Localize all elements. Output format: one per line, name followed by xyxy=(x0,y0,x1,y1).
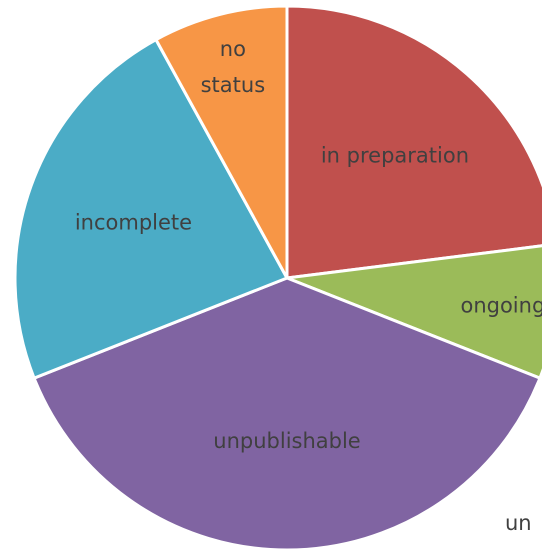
annotation: un xyxy=(505,511,532,535)
pie-slice xyxy=(13,37,290,381)
pie-slice xyxy=(285,4,542,280)
slice-label: ongoing xyxy=(460,293,542,317)
slice-label: no status xyxy=(201,37,266,97)
slice-label: incomplete xyxy=(75,211,192,235)
pie-slice xyxy=(153,4,289,279)
slice-label: unpublishable xyxy=(213,429,360,453)
slice-label: in preparation xyxy=(321,144,469,168)
